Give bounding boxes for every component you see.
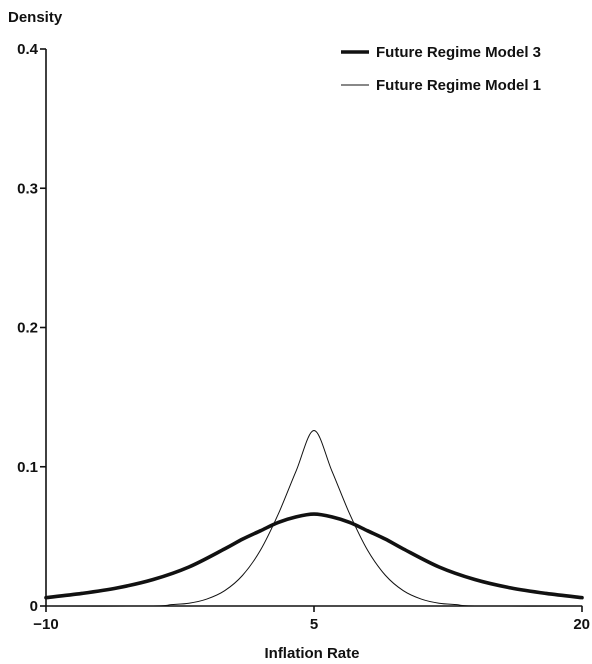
x-tick-label: 5	[310, 616, 318, 633]
y-tick-label: 0.4	[17, 41, 39, 58]
series-line-2	[45, 430, 583, 607]
y-tick-label: 0	[30, 598, 38, 615]
y-axis-label: Density	[8, 9, 63, 26]
legend: Future Regime Model 3 Future Regime Model…	[341, 44, 541, 94]
series-line-1	[44, 512, 584, 600]
y-tick-label: 0.3	[17, 180, 38, 197]
legend-label-2: Future Regime Model 1	[376, 77, 541, 94]
y-tick-label: 0.2	[17, 320, 38, 337]
series-layer	[44, 430, 584, 607]
x-tick-label: −10	[33, 616, 58, 633]
y-tick-label: 0.1	[17, 459, 38, 476]
axes: 0 0.1 0.2 0.3 0.4 −10 5 20	[17, 41, 590, 633]
legend-label-1: Future Regime Model 3	[376, 44, 541, 61]
x-axis-label: Inflation Rate	[264, 645, 359, 662]
x-tick-label: 20	[573, 616, 590, 633]
